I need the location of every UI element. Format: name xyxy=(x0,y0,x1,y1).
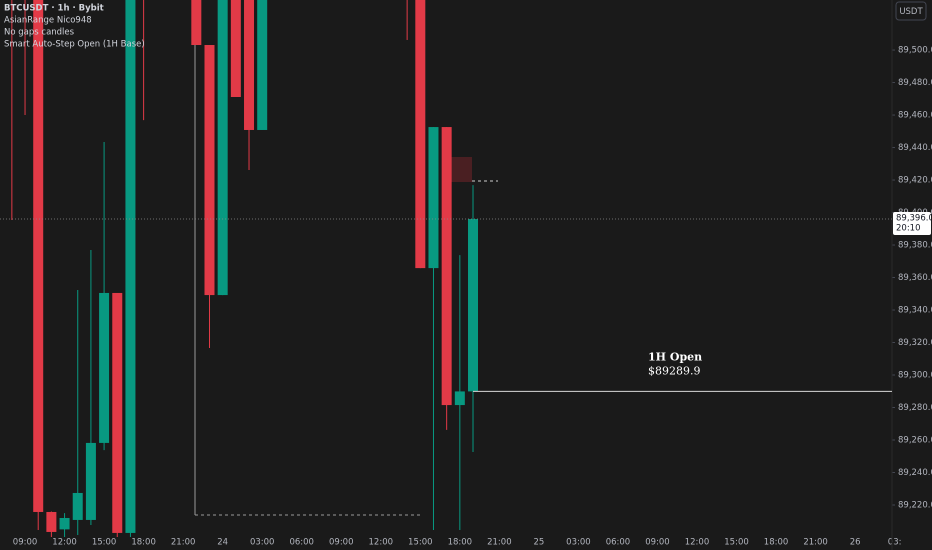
candle-body xyxy=(112,292,123,533)
y-tick-label: 89,260.0 xyxy=(898,436,932,446)
x-tick-label: 18:00 xyxy=(131,538,156,548)
y-tick-label: 89,480.0 xyxy=(898,78,932,88)
x-tick-label: 26 xyxy=(850,538,861,548)
candle-body xyxy=(415,0,426,269)
x-tick-label: 18:00 xyxy=(448,538,473,548)
annotation-value: $89289.9 xyxy=(648,364,701,377)
x-tick-label: 09:00 xyxy=(329,538,354,548)
price-tag-countdown: 20:10 xyxy=(896,224,921,234)
candle-body xyxy=(230,0,241,98)
x-tick-label: 25 xyxy=(533,538,544,548)
candle-body xyxy=(191,0,202,46)
x-tick-label: 24 xyxy=(217,538,228,548)
candle-body xyxy=(468,219,479,392)
x-tick-label: 21:00 xyxy=(171,538,196,548)
x-tick-label: 15:00 xyxy=(92,538,117,548)
y-tick-label: 89,440.0 xyxy=(898,143,932,153)
x-tick-label: 12:00 xyxy=(685,538,710,548)
range-box xyxy=(450,157,472,182)
x-tick-label: 09:00 xyxy=(645,538,670,548)
candle-body xyxy=(125,0,136,533)
price-tag-label: 89,396.0 xyxy=(896,214,932,224)
x-tick-label: 06:00 xyxy=(289,538,314,548)
x-tick-label: 12:00 xyxy=(52,538,77,548)
candle-body xyxy=(244,0,255,130)
candle-body xyxy=(85,442,96,520)
x-tick-label: 21:00 xyxy=(487,538,512,548)
y-tick-label: 89,420.0 xyxy=(898,176,932,186)
legend: BTCUSDT · 1h · Bybit AsianRange Nico948 … xyxy=(4,4,145,50)
x-tick-label: 18:00 xyxy=(764,538,789,548)
candle-body xyxy=(59,517,70,530)
price-tag xyxy=(893,212,931,236)
x-tick-label: 09:00 xyxy=(13,538,38,548)
x-tick-label: 03:00 xyxy=(566,538,591,548)
annotation-title: 1H Open xyxy=(648,350,702,363)
y-tick-label: 89,360.0 xyxy=(898,273,932,283)
y-tick-label: 89,220.0 xyxy=(898,500,932,510)
plot-area xyxy=(11,0,498,537)
indicator-label: No gaps candles xyxy=(4,28,75,38)
indicator-label: Smart Auto-Step Open (1H Base) xyxy=(4,40,145,50)
candle-body xyxy=(99,292,110,443)
candle-body xyxy=(257,0,268,130)
x-tick-label: 12:00 xyxy=(369,538,394,548)
candle-body xyxy=(428,127,439,269)
candle-body xyxy=(217,0,228,296)
x-tick-label: 15:00 xyxy=(408,538,433,548)
x-tick-label: 06:00 xyxy=(606,538,631,548)
x-tick-label: 03:00 xyxy=(250,538,275,548)
currency-button[interactable] xyxy=(895,1,927,21)
y-tick-label: 89,460.0 xyxy=(898,111,932,121)
currency-label[interactable]: USDT xyxy=(899,7,923,17)
y-tick-label: 89,300.0 xyxy=(898,371,932,381)
symbol-title: BTCUSDT · 1h · Bybit xyxy=(4,4,104,14)
candle-body xyxy=(46,511,57,532)
y-tick-label: 89,340.0 xyxy=(898,306,932,316)
candle-body xyxy=(33,0,44,512)
x-tick-label: 21:00 xyxy=(803,538,828,548)
candle-body xyxy=(454,391,465,406)
candle-body xyxy=(441,127,452,406)
indicator-label: AsianRange Nico948 xyxy=(4,16,92,26)
candle-body xyxy=(72,492,83,520)
y-tick-label: 89,380.0 xyxy=(898,241,932,251)
y-tick-label: 89,240.0 xyxy=(898,468,932,478)
x-tick-label: 15:00 xyxy=(724,538,749,548)
y-tick-label: 89,500.0 xyxy=(898,46,932,56)
x-tick-label: 03: xyxy=(888,538,902,548)
candle-body xyxy=(204,45,215,296)
y-tick-label: 89,280.0 xyxy=(898,403,932,413)
y-tick-label: 89,320.0 xyxy=(898,338,932,348)
